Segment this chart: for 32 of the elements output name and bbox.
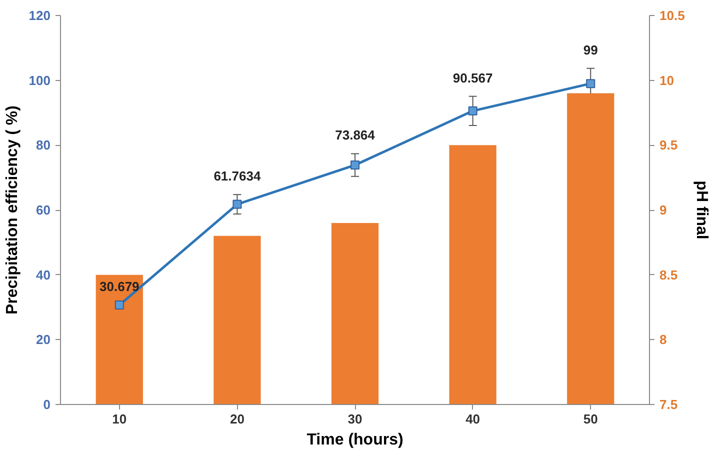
x-axis-title: Time (hours) <box>306 432 404 448</box>
y2-tick-label: 10 <box>660 72 674 88</box>
y2-tick-label: 8 <box>660 332 667 348</box>
y2-tick-label: 8.5 <box>660 267 678 282</box>
y2-tick-label: 10.5 <box>660 8 685 23</box>
x-tick-label: 50 <box>583 412 598 426</box>
point <box>114 300 124 310</box>
y-tick-label: 20 <box>36 332 51 348</box>
point <box>350 160 360 170</box>
y-tick-label: 100 <box>28 72 51 88</box>
x-tick-label: 20 <box>230 412 244 426</box>
y2-axis-title: pH final <box>692 180 710 240</box>
y-axis-title: Precipitation efficiency ( %) <box>4 106 21 314</box>
y2-tick-label: 9 <box>660 202 667 218</box>
y-tick-label: 60 <box>36 202 51 218</box>
y-tick-label: 120 <box>28 8 51 23</box>
y-tick-label: 0 <box>43 397 51 412</box>
y2-tick-label: 9.5 <box>660 138 678 153</box>
data-label: 99 <box>583 42 598 58</box>
data-label: 90.567 <box>452 70 493 86</box>
point <box>232 200 242 209</box>
y-tick-label: 40 <box>36 267 51 282</box>
x-tick-label: 10 <box>112 412 127 426</box>
data-label: 30.679 <box>100 279 140 294</box>
data-label: 61.7634 <box>214 168 262 184</box>
point <box>468 106 478 116</box>
point <box>586 79 596 88</box>
x-tick-label: 40 <box>466 412 480 426</box>
y2-tick-label: 7.5 <box>660 397 678 412</box>
data-label: 73.864 <box>335 128 376 143</box>
x-tick-label: 30 <box>348 412 362 426</box>
y-tick-label: 80 <box>36 138 51 153</box>
